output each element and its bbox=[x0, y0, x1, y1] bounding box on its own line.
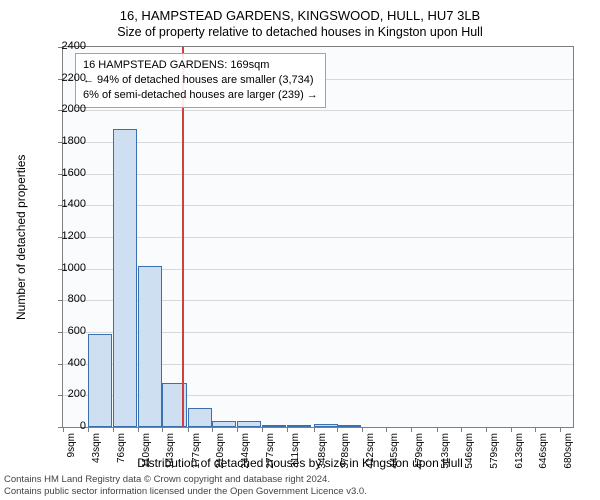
annotation-line3: 6% of semi-detached houses are larger (2… bbox=[83, 88, 318, 103]
x-tick-label: 646sqm bbox=[538, 433, 549, 469]
x-tick-label: 680sqm bbox=[563, 433, 574, 469]
x-tick-label: 9sqm bbox=[66, 433, 77, 457]
x-tick-label: 76sqm bbox=[116, 433, 127, 463]
x-tick-label: 579sqm bbox=[489, 433, 500, 469]
x-tick-mark bbox=[162, 427, 163, 432]
x-tick-mark bbox=[461, 427, 462, 432]
histogram-bar bbox=[337, 425, 361, 427]
x-tick-mark bbox=[535, 427, 536, 432]
y-tick-label: 1800 bbox=[46, 135, 86, 147]
grid-line bbox=[63, 110, 573, 111]
y-tick-label: 2000 bbox=[46, 103, 86, 115]
x-tick-label: 513sqm bbox=[440, 433, 451, 469]
grid-line bbox=[63, 174, 573, 175]
x-tick-mark bbox=[237, 427, 238, 432]
x-tick-mark bbox=[560, 427, 561, 432]
x-tick-label: 479sqm bbox=[414, 433, 425, 469]
x-tick-mark bbox=[188, 427, 189, 432]
y-tick-label: 200 bbox=[46, 388, 86, 400]
annotation-line2: ← 94% of detached houses are smaller (3,… bbox=[83, 73, 318, 88]
histogram-bar bbox=[287, 425, 311, 427]
x-tick-label: 244sqm bbox=[240, 433, 251, 469]
x-tick-label: 546sqm bbox=[464, 433, 475, 469]
x-tick-label: 445sqm bbox=[389, 433, 400, 469]
histogram-bar bbox=[237, 421, 261, 427]
x-tick-mark bbox=[287, 427, 288, 432]
title-address: 16, HAMPSTEAD GARDENS, KINGSWOOD, HULL, … bbox=[0, 0, 600, 23]
x-tick-mark bbox=[212, 427, 213, 432]
histogram-bar bbox=[138, 266, 162, 428]
x-tick-mark bbox=[138, 427, 139, 432]
histogram-bar bbox=[88, 334, 112, 427]
x-tick-mark bbox=[362, 427, 363, 432]
x-tick-label: 110sqm bbox=[141, 433, 152, 468]
x-tick-mark bbox=[113, 427, 114, 432]
x-tick-label: 348sqm bbox=[317, 433, 328, 469]
title-subtitle: Size of property relative to detached ho… bbox=[0, 23, 600, 39]
y-tick-label: 1400 bbox=[46, 198, 86, 210]
x-tick-mark bbox=[511, 427, 512, 432]
histogram-bar bbox=[113, 129, 137, 427]
x-tick-mark bbox=[437, 427, 438, 432]
x-tick-mark bbox=[314, 427, 315, 432]
x-tick-label: 143sqm bbox=[165, 433, 176, 469]
footer-line2: Contains public sector information licen… bbox=[4, 486, 367, 498]
histogram-chart: 16 HAMPSTEAD GARDENS: 169sqm← 94% of det… bbox=[62, 46, 574, 428]
x-tick-label: 177sqm bbox=[191, 433, 202, 469]
y-tick-label: 400 bbox=[46, 357, 86, 369]
x-tick-label: 412sqm bbox=[365, 433, 376, 469]
y-tick-label: 800 bbox=[46, 293, 86, 305]
histogram-bar bbox=[262, 425, 286, 427]
x-tick-mark bbox=[386, 427, 387, 432]
footer-attribution: Contains HM Land Registry data © Crown c… bbox=[4, 474, 367, 498]
y-tick-label: 600 bbox=[46, 325, 86, 337]
x-tick-label: 277sqm bbox=[265, 433, 276, 469]
x-tick-mark bbox=[337, 427, 338, 432]
y-tick-label: 1200 bbox=[46, 230, 86, 242]
grid-line bbox=[63, 205, 573, 206]
annotation-line1: 16 HAMPSTEAD GARDENS: 169sqm bbox=[83, 58, 318, 73]
x-tick-mark bbox=[88, 427, 89, 432]
y-tick-label: 2400 bbox=[46, 40, 86, 52]
x-tick-label: 378sqm bbox=[340, 433, 351, 469]
x-tick-mark bbox=[411, 427, 412, 432]
footer-line1: Contains HM Land Registry data © Crown c… bbox=[4, 474, 367, 486]
y-tick-label: 0 bbox=[46, 420, 86, 432]
x-tick-label: 210sqm bbox=[215, 433, 226, 469]
x-tick-label: 43sqm bbox=[91, 433, 102, 463]
histogram-bar bbox=[212, 421, 236, 427]
annotation-box: 16 HAMPSTEAD GARDENS: 169sqm← 94% of det… bbox=[75, 53, 326, 108]
y-tick-label: 1000 bbox=[46, 262, 86, 274]
grid-line bbox=[63, 142, 573, 143]
x-tick-mark bbox=[262, 427, 263, 432]
histogram-bar bbox=[188, 408, 212, 427]
x-tick-mark bbox=[486, 427, 487, 432]
y-tick-label: 1600 bbox=[46, 167, 86, 179]
x-tick-label: 613sqm bbox=[514, 433, 525, 469]
y-axis-label: Number of detached properties bbox=[14, 155, 28, 320]
histogram-bar bbox=[314, 424, 338, 427]
grid-line bbox=[63, 237, 573, 238]
y-tick-label: 2200 bbox=[46, 72, 86, 84]
x-tick-label: 311sqm bbox=[290, 433, 301, 468]
